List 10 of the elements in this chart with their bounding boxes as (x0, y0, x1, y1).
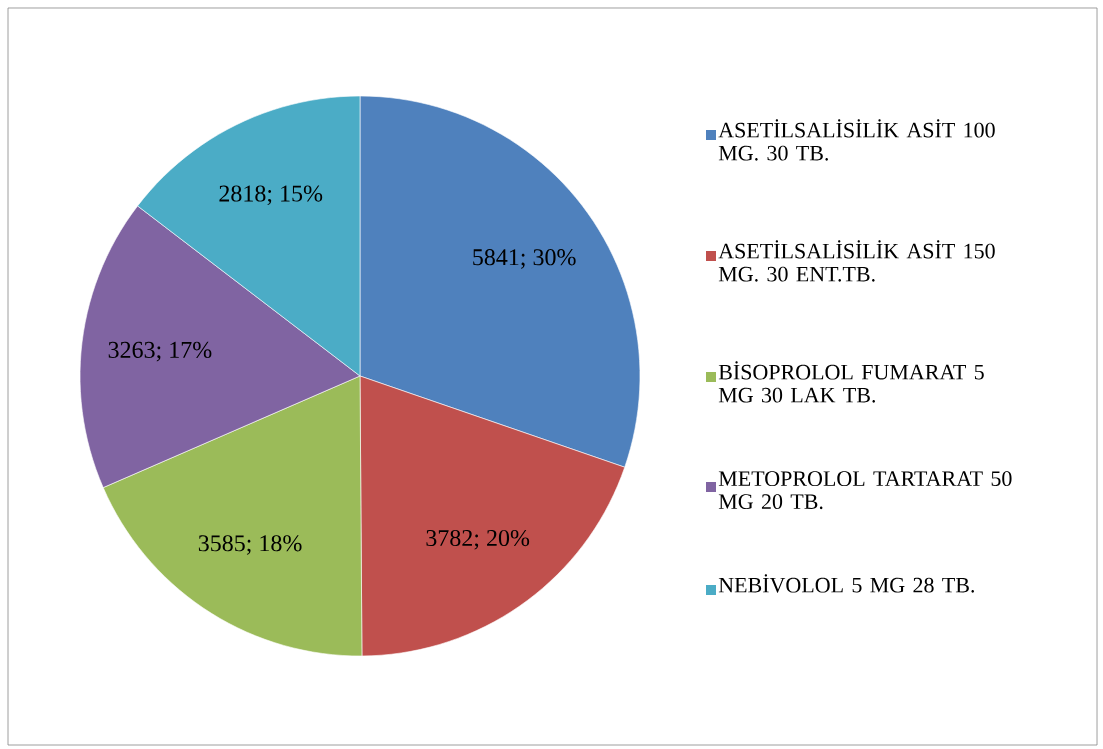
data-label: 5841; 30% (473, 249, 576, 269)
data-label: 3585; 18% (198, 535, 302, 555)
legend-label: METOPROLOL TARTARAT 50 MG 20 TB. (718, 471, 1012, 510)
data-label: 2818; 15% (219, 185, 323, 206)
legend-label: ASETİLSALİSİLİK ASİT 100 MG. 30 TB. (718, 119, 995, 161)
legend-label: NEBİVOLOL 5 MG 28 TB. (718, 574, 974, 593)
data-label: 3263; 17% (108, 341, 212, 362)
data-label: 3782; 20% (426, 529, 530, 550)
legend-label: BİSOPROLOL FUMARAT 5 MG 30 LAK TB. (718, 361, 984, 403)
legend-label: ASETİLSALİSİLİK ASİT 150 MG. 30 ENT.TB. (718, 240, 995, 282)
